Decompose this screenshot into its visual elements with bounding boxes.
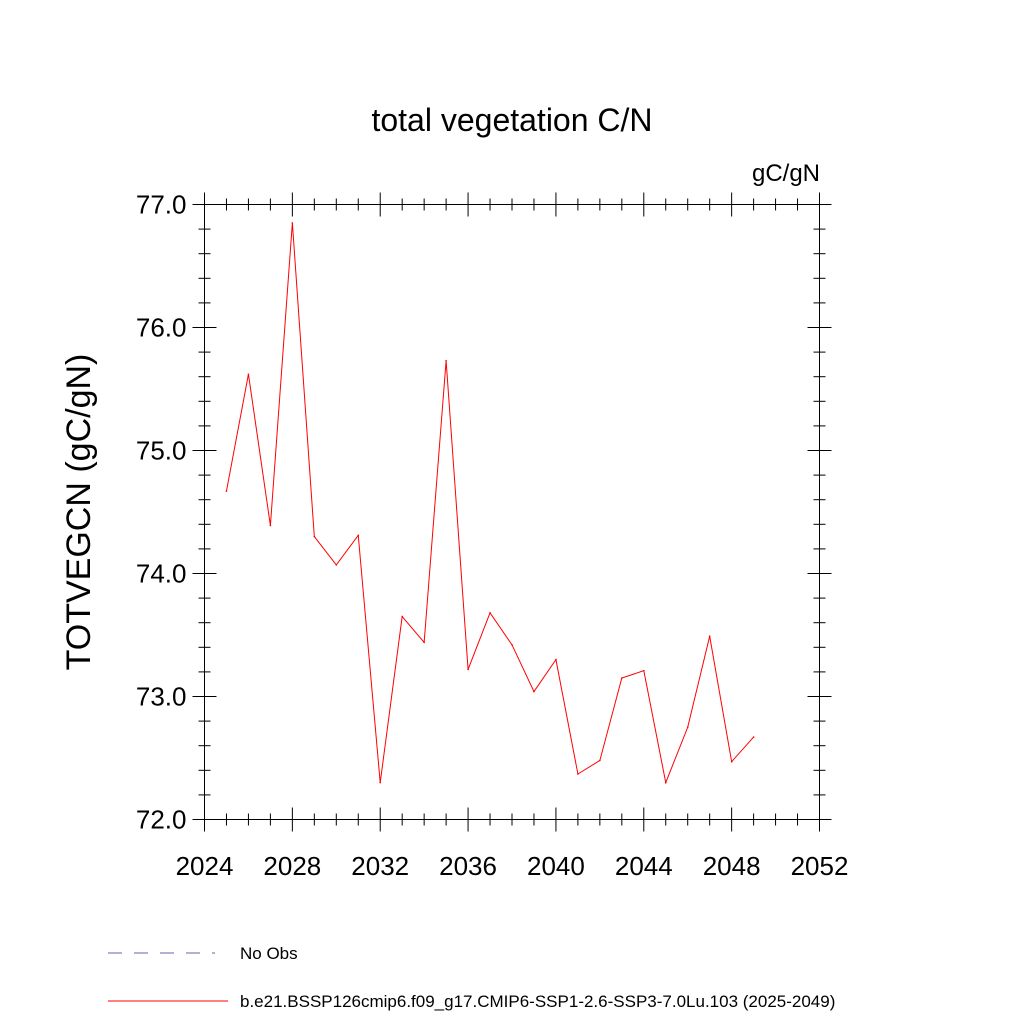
y-tick-labels: 72.0 73.0 74.0 75.0 76.0 77.0 [136,190,187,835]
data-point [599,759,601,762]
data-point [533,690,535,693]
data-point [313,535,316,538]
x-tick-labels: 2024 2028 2032 2036 2040 2044 2048 2052 [176,851,849,881]
y-axis-label: TOTVEGCN (gC/gN) [60,354,98,671]
legend-label-model: b.e21.BSSP126cmip6.f09_g17.CMIP6-SSP1-2.… [240,992,835,1011]
data-point [269,524,272,527]
data-point [357,534,360,537]
data-point [686,726,689,729]
y-tick-label: 77.0 [136,190,187,220]
data-point [401,615,403,618]
chart-title: total vegetation C/N [371,102,652,138]
x-tick-label: 2032 [351,851,409,881]
data-point [555,658,557,661]
data-point [467,668,469,671]
plot-frame [204,204,820,820]
x-tick-label: 2052 [791,851,849,881]
data-point [511,644,513,646]
y-tick-label: 72.0 [136,805,187,835]
y-tick-label: 76.0 [136,313,187,343]
data-point [752,736,755,738]
y-tick-label: 73.0 [136,682,187,712]
x-tick-label: 2024 [176,851,234,881]
data-point [423,641,425,644]
x-tick-label: 2036 [439,851,497,881]
x-tick-label: 2028 [263,851,321,881]
data-point [225,490,228,492]
x-tick-label: 2040 [527,851,585,881]
data-point [730,760,733,763]
x-tick-label: 2048 [703,851,761,881]
legend: No Obs b.e21.BSSP126cmip6.f09_g17.CMIP6-… [108,944,835,1011]
data-point [708,635,711,638]
data-point [664,781,667,784]
data-point [379,781,382,784]
y-tick-label: 74.0 [136,559,187,589]
y-ticks [192,204,832,820]
data-point [489,612,491,614]
legend-label-no-obs: No Obs [240,944,298,963]
units-label: gC/gN [752,160,820,187]
x-tick-label: 2044 [615,851,673,881]
data-point [577,773,579,775]
series-line [225,222,754,785]
data-point [291,222,294,224]
data-point [335,564,338,566]
data-point [247,373,250,376]
series-layer [225,222,755,785]
data-point [445,359,447,362]
data-point [642,669,645,672]
data-point [621,677,623,679]
x-ticks [204,192,820,832]
y-tick-label: 75.0 [136,436,187,466]
